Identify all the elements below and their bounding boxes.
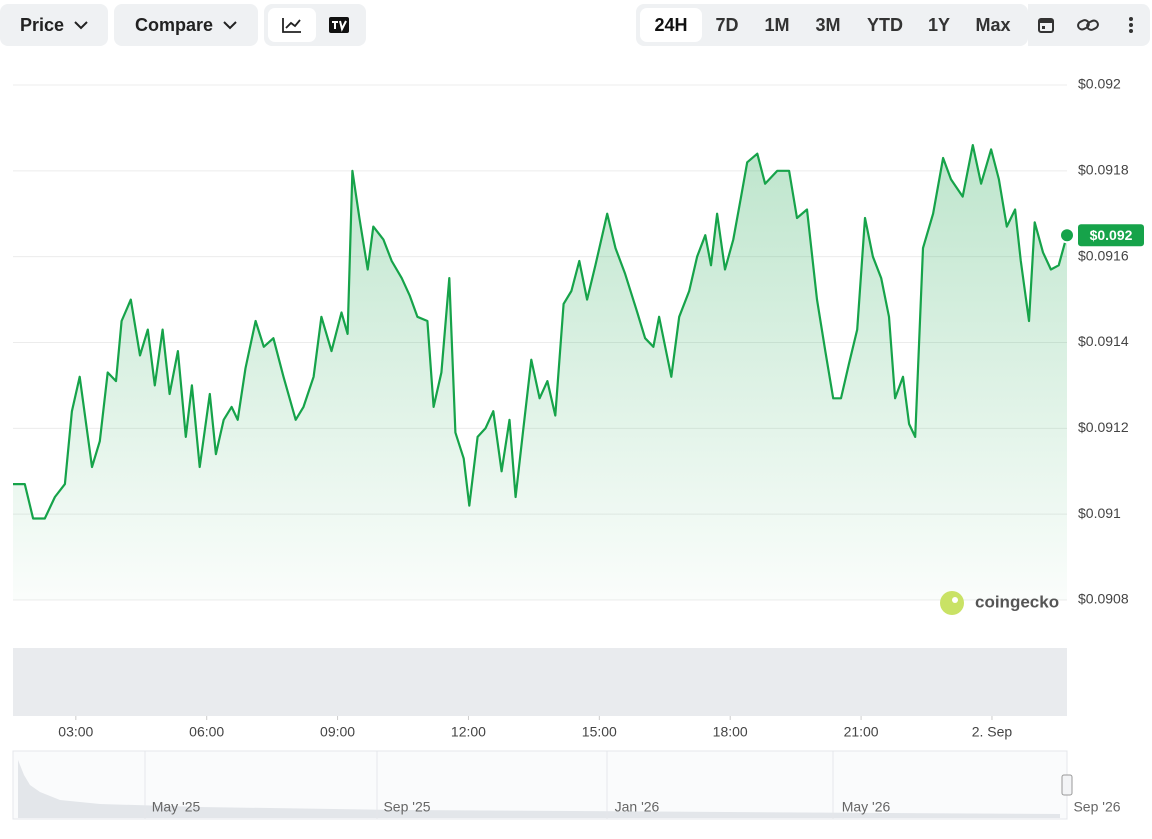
volume-strip <box>13 648 1067 716</box>
watermark-text: coingecko <box>975 592 1059 611</box>
calendar-button[interactable] <box>1028 4 1064 46</box>
navigator-label: May '25 <box>152 799 201 815</box>
x-tick-label: 21:00 <box>844 724 879 740</box>
watermark-eye <box>952 597 958 603</box>
price-area <box>13 145 1067 600</box>
y-tick-label: $0.092 <box>1078 76 1121 92</box>
watermark: coingecko <box>940 591 1059 615</box>
price-label: Price <box>19 14 65 35</box>
y-tick-label: $0.091 <box>1078 505 1121 521</box>
chevron-icon <box>74 21 88 30</box>
price-badge <box>1078 224 1144 247</box>
x-tick-label: 2. Sep <box>972 724 1013 740</box>
x-tick-label: 06:00 <box>189 724 224 740</box>
x-tick-label: 09:00 <box>320 724 355 740</box>
navigator-label: Sep '25 <box>383 799 430 815</box>
link-button[interactable] <box>1064 4 1112 46</box>
watermark-logo <box>940 591 964 615</box>
tv-icon <box>329 17 349 33</box>
price-button[interactable]: Price <box>0 4 108 46</box>
line-icon <box>282 18 301 33</box>
y-tick-label: $0.0916 <box>1078 247 1129 263</box>
navigator-handle[interactable] <box>1061 774 1073 796</box>
chevron-icon <box>223 21 237 30</box>
tradingview-button[interactable] <box>316 8 362 42</box>
navigator-label: Sep '26 <box>1073 799 1120 815</box>
x-tick-label: 15:00 <box>582 724 617 740</box>
price-line <box>13 144 1069 520</box>
x-tick-label: 12:00 <box>451 724 486 740</box>
last-point <box>1059 227 1075 244</box>
range-button[interactable]: 1Y <box>927 14 951 35</box>
chart-type-group <box>264 4 366 46</box>
link-icon <box>1077 19 1099 31</box>
x-tick-label: 18:00 <box>713 724 748 740</box>
navigator-area <box>18 760 1060 818</box>
y-tick-label: $0.0914 <box>1078 333 1129 349</box>
range-button[interactable]: 24H <box>640 8 702 42</box>
calendar-icon <box>1038 18 1054 33</box>
more-button[interactable] <box>1112 4 1150 46</box>
navigator-label: Jan '26 <box>615 799 660 815</box>
range-button[interactable]: 7D <box>715 14 739 35</box>
range-button[interactable]: YTD <box>867 14 903 35</box>
x-tick-label: 03:00 <box>58 724 93 740</box>
y-tick-label: $0.0918 <box>1078 162 1129 178</box>
compare-label: Compare <box>134 14 214 35</box>
more-icon <box>1129 17 1133 33</box>
navigator <box>12 750 1068 820</box>
price-badge-label: $0.092 <box>1090 227 1133 243</box>
line-chart-button[interactable] <box>268 8 316 42</box>
toolbar: Price Compare 24H 7D 1M 3M YTD 1Y Max <box>0 4 1152 48</box>
y-tick-label: $0.0908 <box>1078 591 1129 607</box>
compare-button[interactable]: Compare <box>114 4 258 46</box>
range-group: 24H 7D 1M 3M YTD 1Y Max <box>636 4 1028 46</box>
range-button[interactable]: 1M <box>764 14 790 35</box>
y-tick-label: $0.0912 <box>1078 419 1129 435</box>
range-button[interactable]: 3M <box>815 14 841 35</box>
range-button[interactable]: Max <box>975 14 1011 35</box>
navigator-label: May '26 <box>842 799 891 815</box>
